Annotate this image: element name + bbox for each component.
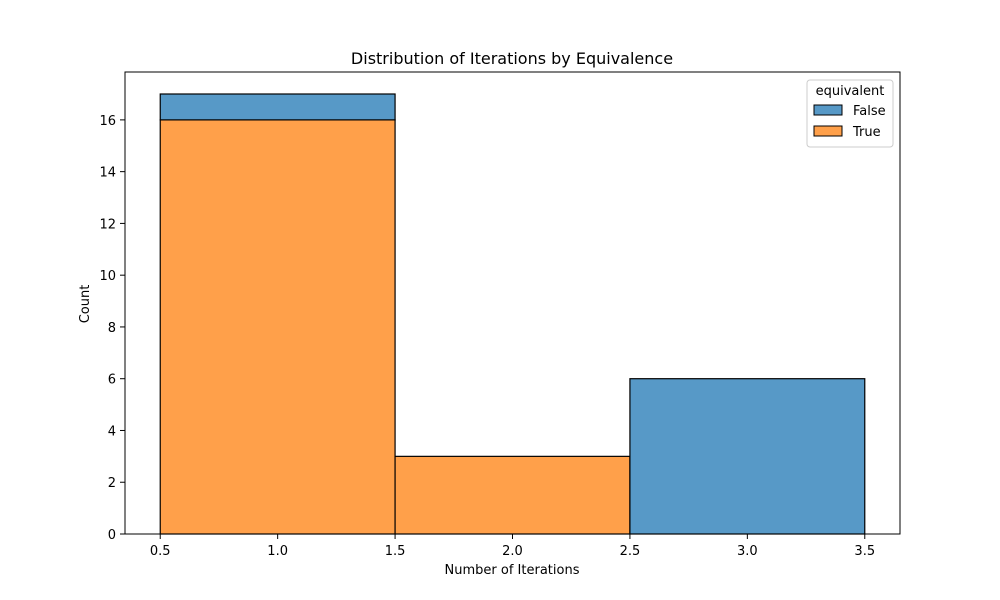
x-tick-label: 3.0 xyxy=(737,544,758,559)
y-tick-label: 8 xyxy=(108,321,116,336)
y-tick-label: 10 xyxy=(99,269,116,284)
y-tick-label: 12 xyxy=(99,217,116,232)
bars-layer xyxy=(159,93,866,535)
bar-true-bin-2 xyxy=(394,455,631,535)
y-tick-label: 16 xyxy=(99,114,116,129)
bar-false-bin-3 xyxy=(629,378,866,535)
bar-true-bin-1 xyxy=(159,119,396,535)
y-tick-label: 6 xyxy=(108,373,116,388)
y-tick-label: 2 xyxy=(108,476,116,491)
bar-false-bin-1 xyxy=(159,93,396,121)
x-tick-label: 2.0 xyxy=(502,544,523,559)
legend-label-false: False xyxy=(853,104,886,119)
chart-title: Distribution of Iterations by Equivalenc… xyxy=(351,49,673,68)
legend-label-true: True xyxy=(852,125,881,140)
x-tick-label: 0.5 xyxy=(150,544,171,559)
x-tick-label: 3.5 xyxy=(854,544,875,559)
x-tick-label: 1.0 xyxy=(267,544,288,559)
legend-title: equivalent xyxy=(816,84,885,99)
y-axis-label: Count xyxy=(78,285,93,324)
x-tick-label: 1.5 xyxy=(385,544,406,559)
y-tick-label: 0 xyxy=(108,528,116,543)
legend: equivalent False True xyxy=(806,79,894,148)
y-tick-label: 4 xyxy=(108,424,116,439)
ticks-layer: 0.5 1.0 1.5 2.0 2.5 3.0 3.5 0 2 4 6 8 10 12 14 16 xyxy=(99,114,875,559)
x-tick-label: 2.5 xyxy=(620,544,641,559)
legend-swatch-true xyxy=(813,125,843,137)
y-tick-label: 14 xyxy=(99,166,116,181)
legend-swatch-false xyxy=(813,104,843,116)
x-axis-label: Number of Iterations xyxy=(445,563,580,578)
